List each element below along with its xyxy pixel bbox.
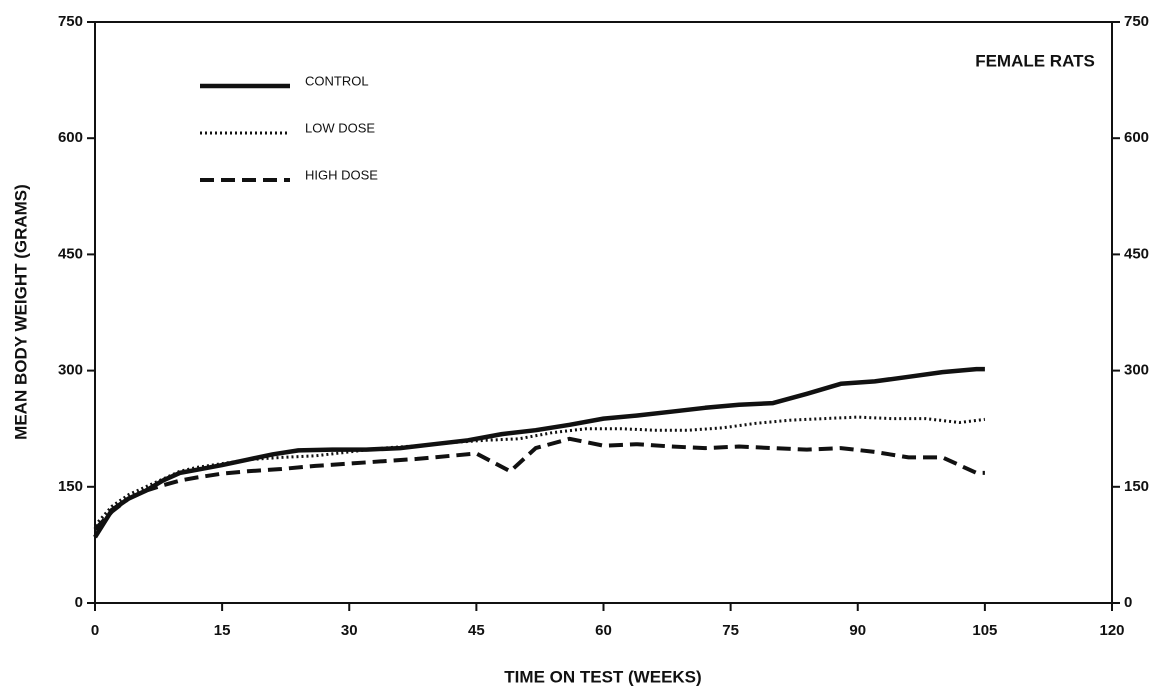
x-tick-label: 75 [722,622,739,639]
x-axis-label: TIME ON TEST (WEEKS) [504,667,701,686]
x-tick-label: 45 [468,622,485,639]
y2-tick-label: 150 [1124,478,1149,495]
y-tick-label: 750 [58,13,83,30]
y2-tick-label: 300 [1124,362,1149,379]
x-tick-label: 90 [849,622,866,639]
y-tick-label: 450 [58,245,83,262]
legend-label: LOW DOSE [305,120,375,135]
legend-label: CONTROL [305,73,369,88]
y-tick-label: 150 [58,478,83,495]
y2-tick-label: 600 [1124,129,1149,146]
y-tick-label: 0 [75,594,83,611]
x-tick-label: 30 [341,622,358,639]
series-line [93,366,985,539]
y2-tick-label: 750 [1124,13,1149,30]
x-tick-label: 15 [214,622,231,639]
series-line [93,436,985,531]
x-tick-label: 0 [91,622,99,639]
y-axis-label: MEAN BODY WEIGHT (GRAMS) [11,184,30,440]
y-tick-label: 600 [58,129,83,146]
legend-label: HIGH DOSE [305,167,378,182]
chart-title: FEMALE RATS [975,51,1095,70]
x-tick-label: 60 [595,622,612,639]
y2-tick-label: 450 [1124,245,1149,262]
y2-tick-label: 0 [1124,594,1132,611]
y-tick-label: 300 [58,362,83,379]
x-tick-label: 105 [972,622,997,639]
x-tick-label: 120 [1099,622,1124,639]
